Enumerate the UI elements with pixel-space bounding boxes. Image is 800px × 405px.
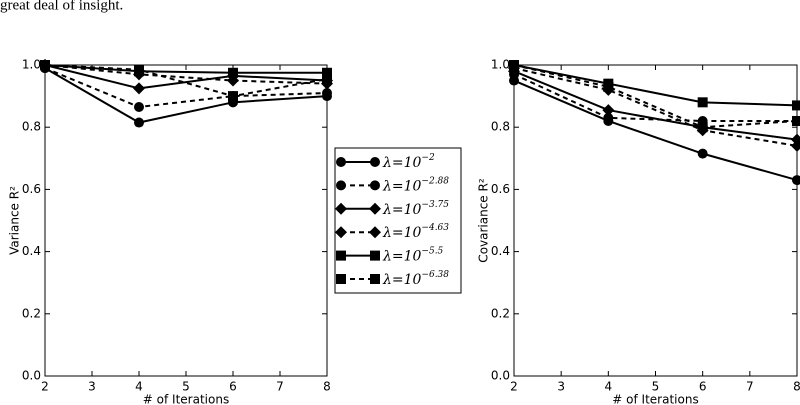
legend-marker [335, 226, 347, 239]
paper-text: great deal of insight. [0, 0, 123, 13]
data-point [134, 101, 144, 112]
x-tick-label: 2 [510, 380, 518, 394]
series-line [44, 64, 328, 85]
series-line [44, 64, 328, 90]
data-point [228, 67, 238, 78]
series-line [44, 67, 328, 124]
legend-marker [336, 274, 346, 284]
legend-marker [336, 250, 346, 261]
x-tick-label: 3 [88, 380, 96, 394]
data-point [792, 115, 800, 126]
data-point [697, 148, 708, 159]
data-point [322, 87, 332, 98]
legend-name: λ=10 [382, 178, 422, 194]
legend-exponent: −2.88 [421, 176, 449, 186]
series-line [513, 70, 798, 141]
x-axis-label: # of Iterations [143, 393, 229, 405]
legend-label: λ=10−2.88 [382, 176, 449, 195]
legend-box [334, 147, 462, 294]
legend-name: λ=10 [382, 272, 422, 288]
y-tick-label: 1.0 [22, 58, 41, 72]
y-tick-label: 0.0 [22, 369, 41, 383]
legend-label: λ=10−6.38 [382, 270, 449, 289]
data-point [602, 104, 615, 117]
legend-marker [336, 157, 346, 167]
x-tick-label: 5 [182, 380, 190, 394]
y-axis-label: Variance R² [8, 186, 22, 255]
legend-marker [370, 250, 380, 261]
legend-marker [369, 226, 381, 239]
data-point [603, 112, 614, 123]
data-point [133, 82, 145, 95]
series-line [513, 79, 798, 182]
y-tick-label: 0.4 [22, 244, 41, 258]
legend-name: λ=10 [382, 155, 422, 171]
legend-exponent: −6.38 [421, 270, 449, 280]
x-tick-label: 4 [135, 380, 143, 394]
plot-frame [513, 64, 798, 377]
x-tick-label: 2 [41, 380, 49, 394]
legend-name: λ=10 [382, 202, 422, 218]
x-tick-label: 5 [652, 380, 660, 394]
series-line [513, 64, 798, 129]
y-tick-label: 0.4 [491, 244, 510, 258]
x-tick-label: 7 [276, 380, 284, 394]
y-tick-label: 0.0 [491, 369, 510, 383]
legend-marker [370, 180, 380, 191]
y-tick-label: 0.8 [491, 120, 510, 134]
data-point [792, 175, 800, 186]
legend-marker [370, 274, 380, 284]
x-tick-label: 3 [557, 380, 565, 394]
data-point [134, 117, 144, 128]
legend-exponent: −5.5 [421, 246, 443, 256]
legend-label: λ=10−2 [382, 153, 435, 172]
legend-exponent: −3.75 [421, 199, 449, 209]
data-point [40, 60, 50, 70]
legend-name: λ=10 [382, 249, 422, 265]
legend-marker [370, 157, 380, 167]
plot-frame [44, 64, 328, 377]
series-line [513, 73, 797, 122]
legend-marker [335, 202, 347, 215]
y-tick-label: 0.6 [22, 182, 41, 196]
y-tick-label: 0.6 [491, 182, 510, 196]
series-line [44, 64, 328, 98]
data-point [134, 64, 144, 75]
legend-marker [336, 180, 346, 191]
legend-label: λ=10−4.63 [382, 223, 449, 242]
x-axis-label: # of Iterations [612, 393, 698, 405]
x-tick-label: 7 [746, 380, 754, 394]
y-tick-label: 0.8 [22, 120, 41, 134]
data-point [228, 91, 238, 102]
y-tick-label: 1.0 [491, 58, 510, 72]
y-axis-label: Covariance R² [477, 178, 491, 263]
series-line [44, 67, 328, 109]
data-point [603, 81, 614, 92]
legend-label: λ=10−3.75 [382, 199, 449, 218]
data-point [792, 100, 800, 111]
data-point [697, 97, 708, 108]
y-tick-label: 0.2 [22, 306, 41, 320]
legend-exponent: −2 [421, 153, 435, 163]
series-line [513, 67, 798, 147]
x-tick-label: 8 [323, 380, 331, 394]
legend-exponent: −4.63 [421, 223, 449, 233]
data-point [697, 122, 708, 133]
legend-name: λ=10 [382, 225, 422, 241]
data-point [322, 73, 332, 84]
x-tick-label: 4 [605, 380, 613, 394]
x-tick-label: 6 [699, 380, 707, 394]
data-point [509, 60, 519, 70]
legend-label: λ=10−5.5 [382, 246, 444, 265]
series-line [513, 64, 798, 107]
y-tick-label: 0.2 [491, 306, 510, 320]
data-point [791, 139, 800, 152]
x-tick-label: 8 [793, 380, 800, 394]
x-tick-label: 6 [229, 380, 237, 394]
legend-marker [369, 202, 381, 215]
data-point [322, 67, 332, 78]
